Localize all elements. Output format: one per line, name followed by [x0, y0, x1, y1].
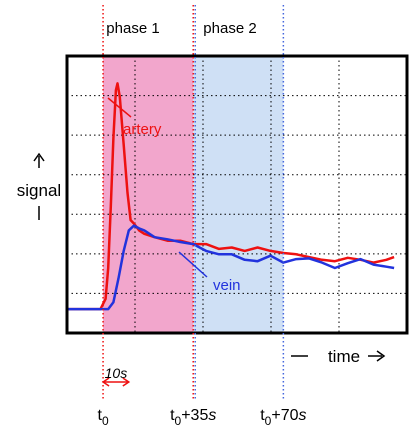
ten-second-span: 10s	[101, 365, 131, 387]
phase-band-2	[193, 56, 284, 333]
phase-band-1	[103, 56, 194, 333]
vein-series-line	[67, 224, 395, 311]
x-axis-label: time	[328, 347, 360, 366]
artery-leader-line	[107, 97, 132, 118]
plot-frame	[65, 54, 409, 335]
span-arrowhead-left	[101, 377, 110, 387]
phase-2-label: phase 2	[203, 20, 256, 37]
artery-series-line	[67, 82, 395, 311]
y-axis-up-arrowhead	[33, 152, 45, 162]
y-axis-label-group: signal	[17, 152, 61, 220]
time-marker-label: t0+70s	[260, 407, 306, 428]
vein-legend-label: vein	[213, 277, 241, 294]
time-marker-label: t0+35s	[170, 407, 216, 428]
y-axis-label: signal	[17, 181, 61, 200]
artery-legend-label: artery	[123, 121, 162, 138]
span-arrowhead-right	[122, 377, 131, 387]
x-axis-arrowhead	[376, 350, 386, 362]
grid-lines	[67, 56, 407, 333]
span-label: 10s	[105, 365, 128, 381]
time-marker-label: t0	[97, 407, 108, 428]
time-marker-labels: t0 t0+35s t0+70s	[97, 407, 306, 428]
marker-lines	[102, 5, 285, 400]
series-lines	[67, 82, 395, 311]
phase-bands	[103, 56, 284, 333]
phase-1-label: phase 1	[106, 20, 159, 37]
x-axis-label-group: time	[291, 347, 386, 366]
vein-leader-line	[178, 251, 208, 278]
